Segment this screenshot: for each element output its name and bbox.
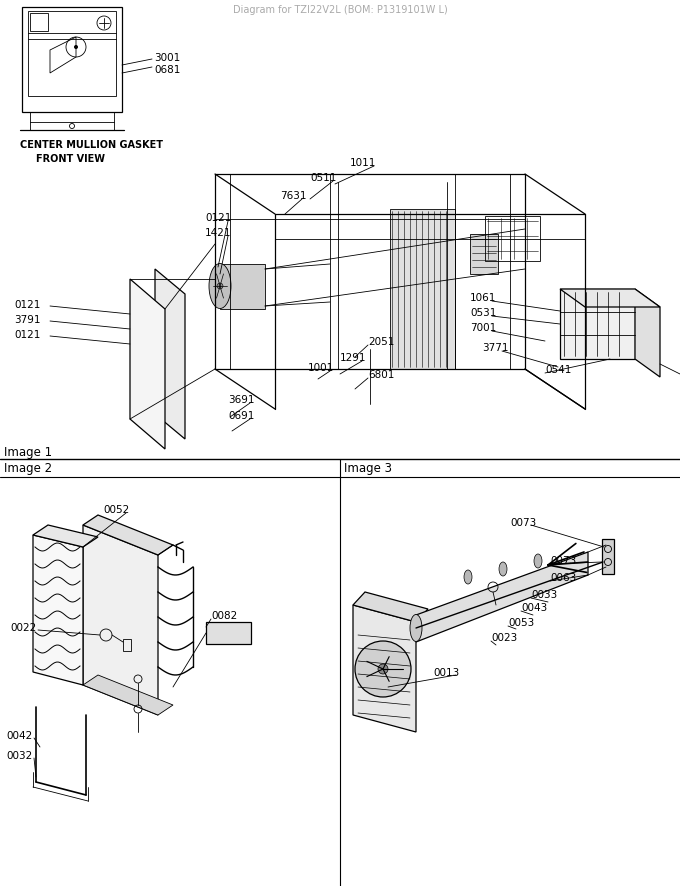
Ellipse shape: [534, 555, 542, 568]
Text: Image 3: Image 3: [344, 462, 392, 475]
Text: 0053: 0053: [508, 618, 534, 627]
Polygon shape: [353, 593, 428, 622]
Text: Image 2: Image 2: [4, 462, 52, 475]
Text: 0033: 0033: [531, 589, 557, 599]
Circle shape: [74, 46, 78, 50]
Bar: [28, 12, 116, 97]
Bar: [123, 640, 131, 651]
Text: 0073: 0073: [550, 556, 576, 565]
Text: 0032: 0032: [6, 750, 32, 760]
Text: 1001: 1001: [308, 362, 335, 373]
Bar: [390, 210, 455, 369]
Bar: [470, 235, 498, 275]
Bar: [485, 217, 540, 261]
Polygon shape: [353, 605, 416, 732]
Ellipse shape: [464, 571, 472, 585]
Text: 0052: 0052: [103, 504, 129, 515]
Polygon shape: [560, 290, 660, 307]
Text: 1011: 1011: [350, 158, 376, 167]
Polygon shape: [416, 552, 588, 642]
Text: 3791: 3791: [14, 315, 41, 324]
Text: 1291: 1291: [340, 353, 367, 362]
Text: 0511: 0511: [310, 173, 337, 183]
Text: 2051: 2051: [368, 337, 394, 346]
Text: 0042: 0042: [6, 730, 32, 740]
Polygon shape: [635, 290, 660, 377]
Text: CENTER MULLION GASKET: CENTER MULLION GASKET: [20, 140, 163, 150]
Text: 0121: 0121: [205, 213, 231, 222]
Text: FRONT VIEW: FRONT VIEW: [36, 154, 105, 164]
Circle shape: [217, 284, 223, 290]
Bar: [560, 290, 635, 360]
Text: 6801: 6801: [368, 369, 394, 379]
Text: 0121: 0121: [14, 330, 40, 339]
Polygon shape: [155, 269, 185, 439]
Text: Image 1: Image 1: [4, 446, 52, 459]
Ellipse shape: [410, 615, 422, 641]
Circle shape: [378, 664, 388, 674]
Polygon shape: [83, 525, 158, 715]
Text: 3771: 3771: [482, 343, 509, 353]
Text: 0541: 0541: [545, 364, 571, 375]
Text: 0073: 0073: [510, 517, 537, 527]
Text: 0022: 0022: [10, 622, 36, 633]
Circle shape: [355, 641, 411, 697]
Text: 0043: 0043: [521, 602, 547, 612]
Polygon shape: [83, 675, 173, 715]
Text: 1061: 1061: [470, 292, 496, 303]
Text: 7001: 7001: [470, 323, 496, 332]
Text: 0681: 0681: [154, 65, 180, 75]
Text: 0082: 0082: [211, 610, 237, 620]
Text: 0013: 0013: [433, 667, 459, 677]
Ellipse shape: [499, 563, 507, 577]
Text: 0691: 0691: [228, 410, 254, 421]
Text: 3691: 3691: [228, 394, 254, 405]
Polygon shape: [130, 280, 165, 449]
Text: 3001: 3001: [154, 53, 180, 63]
Ellipse shape: [209, 264, 231, 309]
Bar: [602, 540, 614, 574]
Bar: [206, 622, 251, 644]
Text: Diagram for TZI22V2L (BOM: P1319101W L): Diagram for TZI22V2L (BOM: P1319101W L): [233, 5, 447, 15]
Text: 7631: 7631: [280, 190, 307, 201]
Polygon shape: [83, 516, 173, 556]
Polygon shape: [33, 535, 83, 685]
Text: 0023: 0023: [491, 633, 517, 642]
Text: 0063: 0063: [550, 572, 576, 582]
Bar: [22, 8, 122, 113]
Text: 0121: 0121: [14, 299, 40, 309]
Text: 0531: 0531: [470, 307, 496, 318]
Bar: [30, 14, 48, 32]
Polygon shape: [220, 265, 265, 309]
Polygon shape: [33, 525, 98, 548]
Text: 1421: 1421: [205, 228, 231, 237]
